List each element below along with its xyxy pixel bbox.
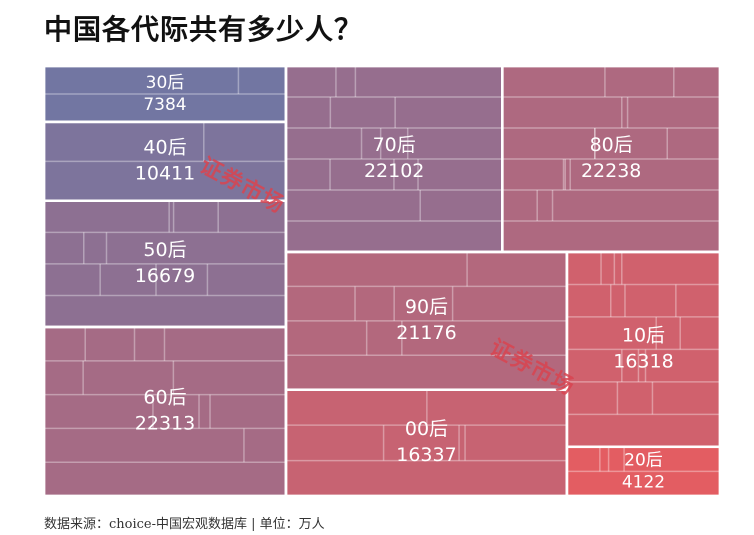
cell-value: 22313 — [135, 413, 195, 435]
treemap-cell-00后 — [284, 388, 569, 498]
treemap-cell-20后 — [565, 445, 722, 498]
cell-label: 90后 — [405, 296, 448, 318]
treemap-cell-border — [565, 445, 722, 498]
treemap-cell-10后 — [565, 250, 722, 449]
cell-value: 21176 — [396, 322, 456, 344]
treemap-cell-90后 — [284, 250, 569, 391]
treemap-cell-30后 — [42, 64, 288, 124]
treemap-cell-80后 — [501, 64, 722, 254]
cell-value: 4122 — [622, 472, 665, 492]
cell-label: 50后 — [143, 239, 186, 261]
cell-value: 22238 — [581, 160, 641, 182]
cell-value: 16679 — [135, 265, 195, 287]
cell-label: 40后 — [143, 136, 186, 158]
cell-label: 30后 — [146, 73, 185, 93]
source-note: 数据来源：choice-中国宏观数据库 | 单位：万人 — [44, 517, 325, 532]
cell-value: 16318 — [613, 350, 673, 372]
cell-value: 7384 — [143, 95, 186, 115]
cell-value: 16337 — [396, 444, 456, 466]
cell-value: 22102 — [364, 160, 424, 182]
cell-label: 70后 — [373, 134, 416, 156]
cell-label: 10后 — [622, 324, 665, 346]
cell-label: 60后 — [143, 387, 186, 409]
cell-label: 20后 — [624, 450, 663, 470]
cell-label: 00后 — [405, 418, 448, 440]
cell-value: 10411 — [135, 162, 195, 184]
cell-label: 80后 — [590, 134, 633, 156]
treemap-cell-70后 — [284, 64, 504, 254]
chart-title: 中国各代际共有多少人？ — [44, 13, 364, 46]
